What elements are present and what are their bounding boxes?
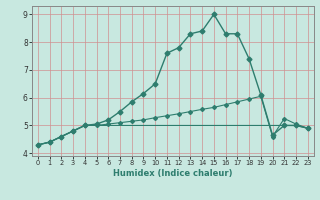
X-axis label: Humidex (Indice chaleur): Humidex (Indice chaleur) — [113, 169, 233, 178]
